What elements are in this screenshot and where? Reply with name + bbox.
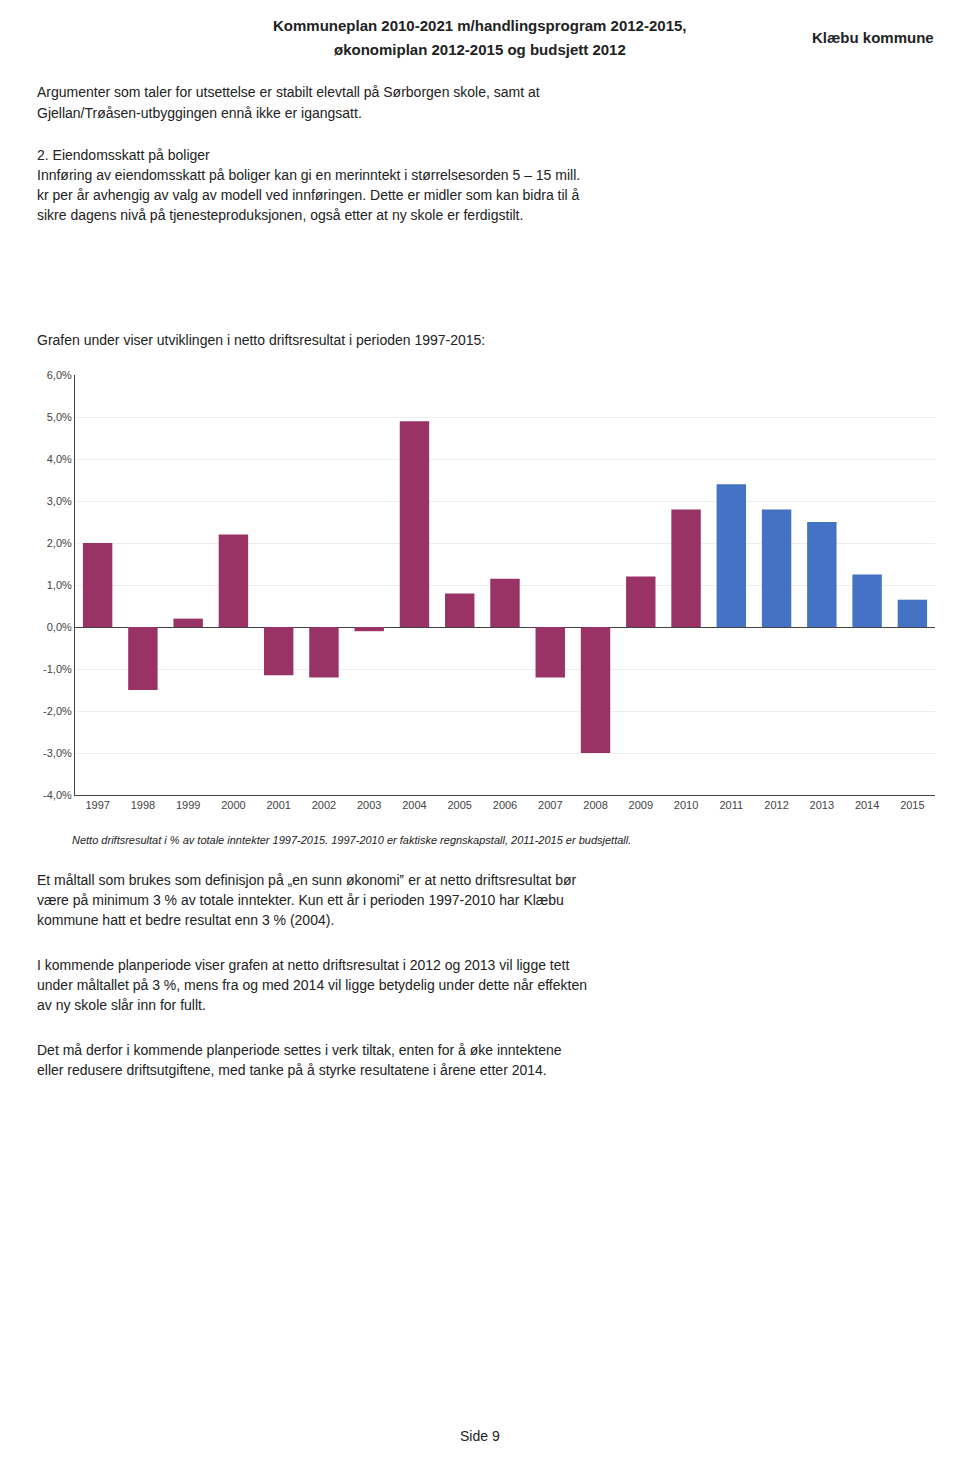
svg-text:3,0%: 3,0% <box>47 495 72 507</box>
svg-text:1,0%: 1,0% <box>47 579 72 591</box>
svg-text:5,0%: 5,0% <box>47 411 72 423</box>
svg-text:økonomiplan 2012-2015 og budsj: økonomiplan 2012-2015 og budsjett 2012 <box>334 41 626 58</box>
svg-text:Netto driftsresultat i % av to: Netto driftsresultat i % av totale innte… <box>72 834 631 846</box>
svg-text:1997: 1997 <box>85 799 109 811</box>
svg-text:2000: 2000 <box>221 799 245 811</box>
svg-text:Argumenter som taler for utset: Argumenter som taler for utsettelse er s… <box>37 84 540 100</box>
svg-text:2009: 2009 <box>629 799 653 811</box>
svg-text:I kommende planperiode viser g: I kommende planperiode viser grafen at n… <box>37 957 569 973</box>
svg-text:Kommuneplan 2010-2021 m/handli: Kommuneplan 2010-2021 m/handlingsprogram… <box>273 17 687 34</box>
svg-text:2012: 2012 <box>764 799 788 811</box>
svg-text:2001: 2001 <box>266 799 290 811</box>
svg-text:1999: 1999 <box>176 799 200 811</box>
svg-text:2011: 2011 <box>719 799 743 811</box>
svg-text:2015: 2015 <box>900 799 924 811</box>
svg-text:av ny skole slår inn for fullt: av ny skole slår inn for fullt. <box>37 997 206 1013</box>
svg-text:2010: 2010 <box>674 799 698 811</box>
svg-text:-2,0%: -2,0% <box>43 705 72 717</box>
svg-text:Et måltall som brukes som defi: Et måltall som brukes som definisjon på … <box>37 872 577 888</box>
svg-text:2013: 2013 <box>810 799 834 811</box>
svg-text:-4,0%: -4,0% <box>43 789 72 801</box>
svg-text:2004: 2004 <box>402 799 426 811</box>
svg-text:2006: 2006 <box>493 799 517 811</box>
svg-text:Side 9: Side 9 <box>460 1428 500 1444</box>
svg-text:2,0%: 2,0% <box>47 537 72 549</box>
svg-text:Innføring av eiendomsskatt på: Innføring av eiendomsskatt på boliger ka… <box>37 167 580 183</box>
svg-text:2003: 2003 <box>357 799 381 811</box>
svg-text:Klæbu kommune: Klæbu kommune <box>812 29 934 46</box>
svg-text:eller redusere driftsutgiftene: eller redusere driftsutgiftene, med tank… <box>37 1062 547 1078</box>
svg-text:-3,0%: -3,0% <box>43 747 72 759</box>
svg-text:under måltallet på 3 %, mens f: under måltallet på 3 %, mens fra og med … <box>37 977 587 993</box>
svg-text:Det må derfor i kommende planp: Det må derfor i kommende planperiode set… <box>37 1042 562 1058</box>
svg-text:2014: 2014 <box>855 799 879 811</box>
svg-text:2. Eiendomsskatt på boliger: 2. Eiendomsskatt på boliger <box>37 147 210 163</box>
svg-text:Gjellan/Trøåsen-utbyggingen en: Gjellan/Trøåsen-utbyggingen ennå ikke er… <box>37 105 362 121</box>
svg-text:-1,0%: -1,0% <box>43 663 72 675</box>
svg-text:Grafen under viser utviklingen: Grafen under viser utviklingen i netto d… <box>37 332 485 348</box>
svg-text:2007: 2007 <box>538 799 562 811</box>
svg-text:4,0%: 4,0% <box>47 453 72 465</box>
svg-text:kommune hatt et bedre resultat: kommune hatt et bedre resultat enn 3 % (… <box>37 912 334 928</box>
svg-text:kr per år avhengig av valg av: kr per år avhengig av valg av modell ved… <box>37 187 580 203</box>
svg-text:1998: 1998 <box>131 799 155 811</box>
svg-text:2008: 2008 <box>583 799 607 811</box>
svg-text:6,0%: 6,0% <box>47 369 72 381</box>
svg-text:2002: 2002 <box>312 799 336 811</box>
svg-text:2005: 2005 <box>447 799 471 811</box>
svg-text:være på minimum 3 % av totale: være på minimum 3 % av totale inntekter.… <box>37 892 564 908</box>
svg-text:sikre dagens nivå på tjenestep: sikre dagens nivå på tjenesteproduksjone… <box>37 207 523 223</box>
svg-text:0,0%: 0,0% <box>47 621 72 633</box>
